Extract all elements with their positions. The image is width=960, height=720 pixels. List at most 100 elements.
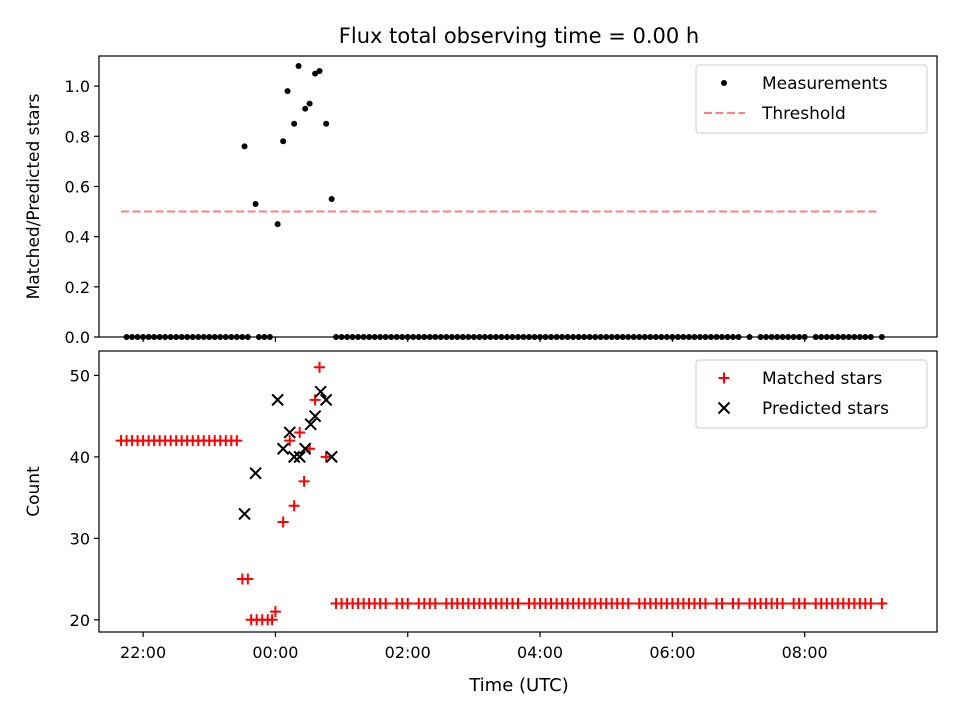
- top-plot-area: [121, 63, 885, 340]
- measurement-point: [867, 334, 874, 340]
- measurement-point: [537, 334, 544, 340]
- measurement-point: [195, 334, 202, 340]
- measurement-point: [134, 334, 141, 340]
- matched-star-marker: [699, 597, 711, 609]
- measurement-point: [280, 138, 287, 145]
- predicted-star-marker: [293, 450, 306, 464]
- measurement-point: [388, 334, 395, 340]
- top-y-tick-label: 0.4: [65, 228, 90, 247]
- measurement-point: [274, 221, 281, 228]
- measurement-point: [702, 334, 709, 340]
- measurement-point: [167, 334, 174, 340]
- predicted-star-marker: [276, 442, 290, 455]
- measurement-point: [302, 105, 309, 112]
- measurement-point: [845, 334, 852, 340]
- measurement-point: [360, 334, 367, 340]
- measurement-point: [328, 196, 335, 203]
- measurement-point: [244, 334, 251, 340]
- measurement-point: [785, 334, 792, 340]
- legend-label: Measurements: [762, 74, 888, 94]
- measurement-point: [564, 334, 571, 340]
- matched-star-marker: [733, 597, 745, 609]
- measurement-point: [685, 334, 692, 340]
- measurement-point: [371, 334, 378, 340]
- measurement-point: [338, 334, 345, 340]
- measurement-point: [696, 334, 703, 340]
- measurement-point: [492, 334, 499, 340]
- measurement-point: [421, 334, 428, 340]
- measurement-point: [812, 334, 819, 340]
- measurement-point: [763, 334, 770, 340]
- measurement-point: [217, 334, 224, 340]
- measurement-point: [559, 334, 566, 340]
- measurement-point: [410, 334, 417, 340]
- measurement-point: [476, 334, 483, 340]
- legend-label: Matched stars: [762, 369, 882, 389]
- measurement-point: [746, 334, 753, 340]
- measurement-point: [284, 88, 291, 95]
- predicted-star-marker: [238, 507, 251, 521]
- measurement-point: [333, 334, 340, 340]
- matched-star-marker: [269, 606, 281, 618]
- measurement-point: [178, 334, 185, 340]
- measurement-point: [481, 334, 488, 340]
- measurement-point: [707, 334, 714, 340]
- measurement-point: [581, 334, 588, 340]
- x-tick-label: 00:00: [252, 643, 298, 662]
- matched-star-marker: [294, 426, 306, 438]
- measurement-point: [470, 334, 477, 340]
- measurement-point: [680, 334, 687, 340]
- predicted-star-marker: [271, 393, 284, 407]
- measurement-point: [252, 201, 259, 208]
- measurement-point: [393, 334, 400, 340]
- legend-matched-swatch: [718, 372, 730, 384]
- measurement-point: [233, 334, 240, 340]
- measurement-point: [796, 334, 803, 340]
- measurement-point: [189, 334, 196, 340]
- measurement-point: [718, 334, 725, 340]
- measurement-point: [437, 334, 444, 340]
- predicted-star-marker: [314, 385, 327, 398]
- bottom-panel: 22:00 00:00 02:00 04:00 06:00 08:00 20 30 40 50 Co…: [24, 350, 938, 662]
- measurement-point: [520, 334, 527, 340]
- measurement-point: [344, 334, 351, 340]
- measurement-point: [459, 334, 466, 340]
- measurement-point: [151, 334, 158, 340]
- measurement-point: [454, 334, 461, 340]
- matched-star-marker: [865, 597, 877, 609]
- matched-star-marker: [512, 597, 524, 609]
- measurement-point: [200, 334, 207, 340]
- measurement-point: [553, 334, 560, 340]
- matched-star-marker: [266, 614, 278, 626]
- predicted-star-marker: [325, 450, 338, 464]
- measurement-point: [570, 334, 577, 340]
- measurement-point: [829, 334, 836, 340]
- measurement-point: [443, 334, 450, 340]
- measurement-point: [840, 334, 847, 340]
- chart-title: Flux total observing time = 0.00 h: [339, 24, 699, 48]
- bottom-plot-area: [115, 361, 888, 626]
- predicted-star-marker: [249, 466, 262, 480]
- matched-star-marker: [231, 435, 243, 447]
- measurement-point: [184, 334, 191, 340]
- predicted-star-marker: [287, 450, 301, 464]
- measurement-point: [647, 334, 654, 340]
- measurement-point: [261, 334, 268, 340]
- measurement-point: [404, 334, 411, 340]
- measurement-point: [415, 334, 422, 340]
- top-y-tick-label: 0.0: [65, 328, 90, 347]
- measurement-point: [465, 334, 472, 340]
- measurement-point: [222, 334, 229, 340]
- x-tick-label: 06:00: [649, 643, 695, 662]
- measurement-point: [625, 334, 632, 340]
- measurement-point: [399, 334, 406, 340]
- measurement-point: [614, 334, 621, 340]
- top-y-axis-label: Matched/Predicted stars: [24, 93, 44, 299]
- measurement-point: [768, 334, 775, 340]
- matched-star-marker: [876, 597, 888, 609]
- measurement-point: [674, 334, 681, 340]
- matched-star-marker: [277, 516, 289, 528]
- measurement-point: [608, 334, 615, 340]
- measurement-point: [291, 120, 298, 127]
